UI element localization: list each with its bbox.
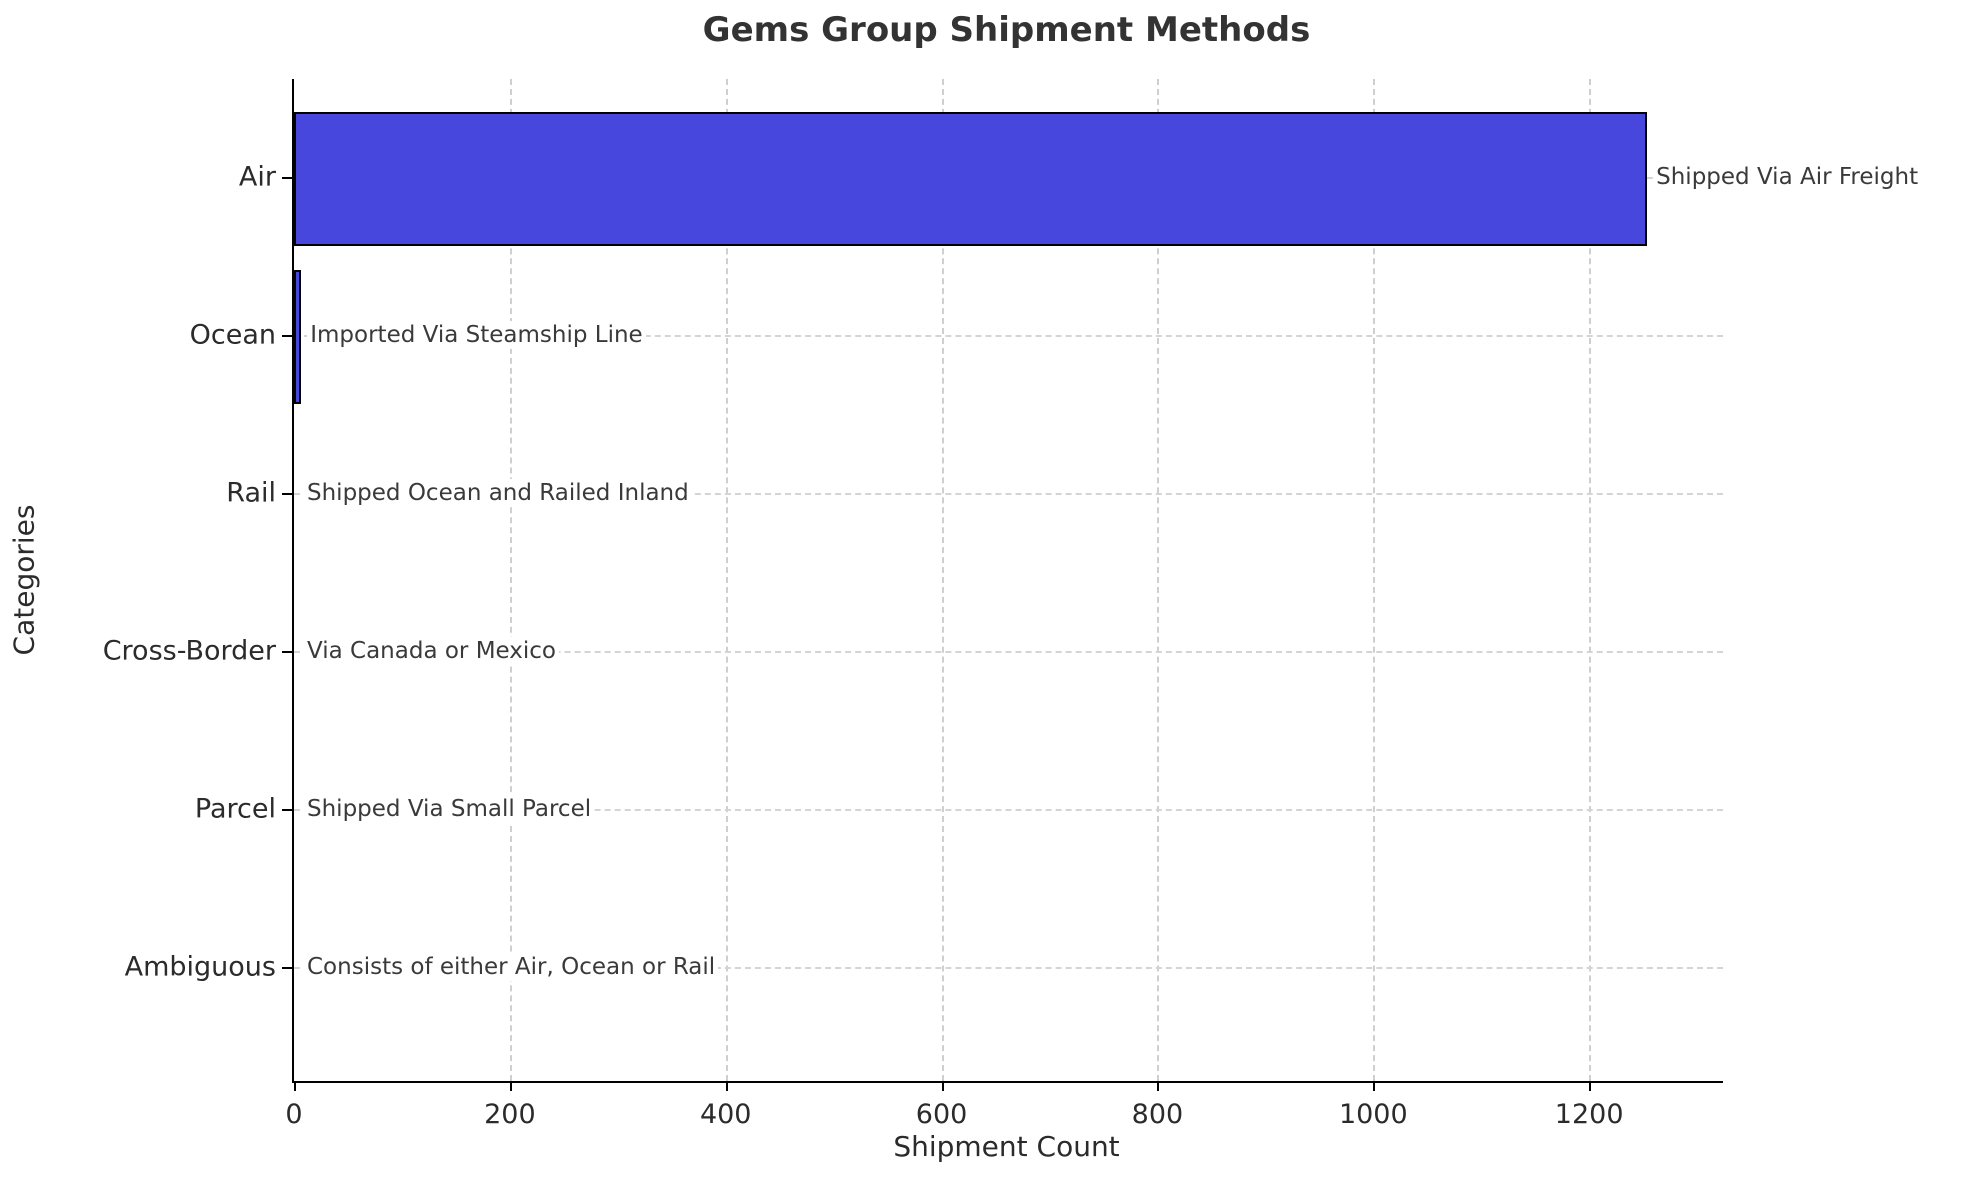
x-tick-label-1200: 1200: [1554, 1099, 1624, 1130]
y-tick-label-parcel: Parcel: [194, 793, 276, 825]
horizontal-gridline: [294, 809, 1723, 811]
vertical-gridline: [725, 79, 728, 1081]
horizontal-gridline: [294, 967, 1723, 969]
x-tick-label-600: 600: [915, 1099, 968, 1130]
y-tick-mark: [282, 177, 292, 179]
bar-annotation: Consists of either Air, Ocean or Rail: [304, 953, 719, 981]
x-tick-label-800: 800: [1131, 1099, 1184, 1130]
x-axis-label: Shipment Count: [893, 1130, 1120, 1163]
y-tick-mark: [282, 493, 292, 495]
vertical-gridline: [509, 79, 512, 1081]
x-tick-mark: [1373, 1081, 1376, 1091]
x-tick-label-200: 200: [484, 1099, 536, 1130]
vertical-gridline: [941, 79, 944, 1081]
bar-annotation: Shipped Via Air Freight: [1653, 163, 1922, 191]
y-axis-label: Categories: [7, 504, 41, 656]
vertical-gridline: [1589, 79, 1592, 1081]
horizontal-gridline: [294, 493, 1723, 495]
x-tick-label-1000: 1000: [1338, 1099, 1408, 1130]
x-tick-label-400: 400: [699, 1099, 752, 1130]
y-tick-mark: [282, 651, 292, 653]
bar-ocean: [294, 270, 302, 404]
x-tick-mark: [1157, 1081, 1160, 1091]
x-tick-mark: [941, 1081, 944, 1091]
x-tick-label-0: 0: [285, 1099, 303, 1130]
y-tick-mark: [282, 967, 292, 969]
vertical-gridline: [1373, 79, 1376, 1081]
bar-annotation: Imported Via Steamship Line: [307, 321, 646, 349]
bar-annotation: Via Canada or Mexico: [304, 637, 560, 665]
bar-annotation: Shipped Ocean and Railed Inland: [304, 479, 692, 507]
y-tick-label-ocean: Ocean: [189, 319, 276, 351]
vertical-gridline: [1157, 79, 1160, 1081]
y-tick-label-rail: Rail: [226, 477, 276, 509]
y-tick-mark: [282, 335, 292, 337]
horizontal-gridline: [294, 651, 1723, 653]
x-tick-mark: [1589, 1081, 1592, 1091]
horizontal-gridline: [294, 335, 1723, 337]
y-tick-label-air: Air: [238, 161, 276, 193]
bar-annotation: Shipped Via Small Parcel: [304, 795, 595, 823]
x-tick-mark: [725, 1081, 728, 1091]
y-tick-label-ambiguous: Ambiguous: [124, 951, 276, 983]
x-tick-mark: [294, 1081, 296, 1091]
y-tick-label-cross-border: Cross-Border: [102, 635, 276, 667]
plot-area: Shipped Via Air Freight Imported Via Stea…: [103, 79, 1922, 1130]
y-tick-mark: [282, 809, 292, 811]
chart-title: Gems Group Shipment Methods: [702, 10, 1311, 50]
bar-air: [294, 112, 1648, 246]
x-tick-mark: [509, 1081, 512, 1091]
